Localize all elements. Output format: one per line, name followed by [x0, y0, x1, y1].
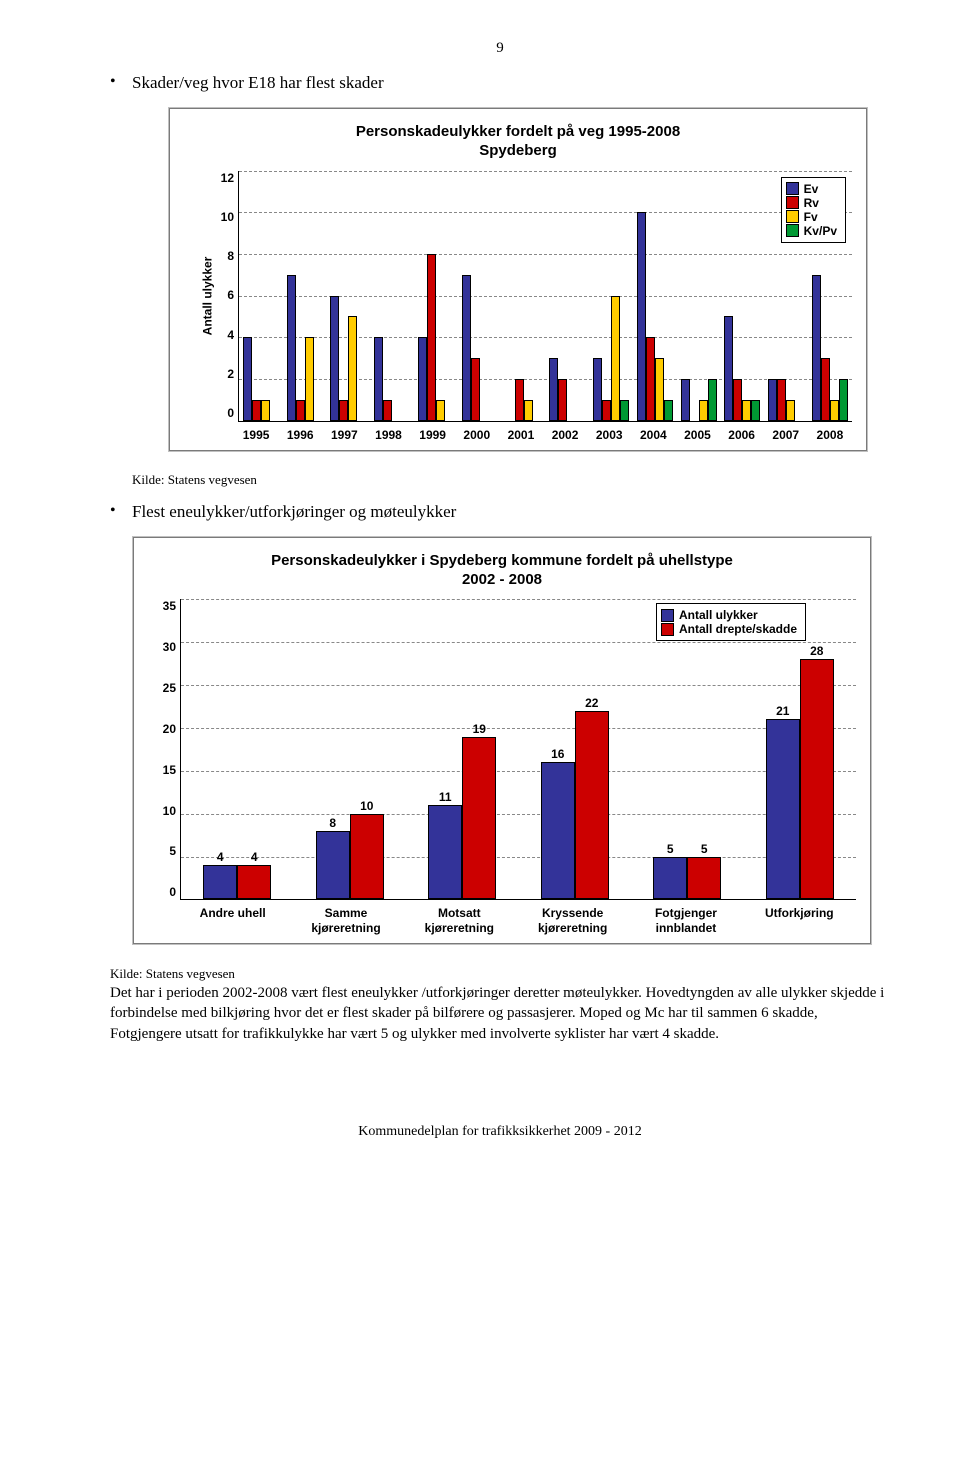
chart-1-legend: EvRvFvKv/Pv	[781, 177, 846, 243]
chart-2-yaxis: 35302520151050	[148, 599, 180, 899]
bullet-2: Flest eneulykker/utforkjøringer og møteu…	[132, 502, 456, 521]
chart-1-xaxis: 1995199619971998199920002001200220032004…	[184, 428, 852, 442]
chart-1-title: Personskadeulykker fordelt på veg 1995-2…	[184, 123, 852, 161]
chart-2-source: Kilde: Statens vegvesen	[110, 966, 235, 981]
chart-1: Personskadeulykker fordelt på veg 1995-2…	[168, 107, 868, 452]
page: 9 Skader/veg hvor E18 har flest skader P…	[0, 0, 960, 1190]
page-number: 9	[110, 40, 890, 57]
chart-1-ylabel: Antall ulykker	[201, 257, 215, 336]
chart-1-source: Kilde: Statens vegvesen	[132, 472, 890, 488]
chart-2-plot: Antall ulykkerAntall drepte/skadde 44810…	[180, 599, 856, 900]
bullet-1: Skader/veg hvor E18 har flest skader	[132, 73, 384, 92]
body-paragraph: Kilde: Statens vegvesen Det har i period…	[110, 965, 890, 1044]
chart-2-title: Personskadeulykker i Spydeberg kommune f…	[148, 552, 856, 590]
chart-1-plot: EvRvFvKv/Pv	[238, 171, 852, 422]
chart-2: Personskadeulykker i Spydeberg kommune f…	[132, 536, 872, 945]
chart-2-xaxis: Andre uhellSammekjøreretningMotsattkjøre…	[148, 906, 856, 935]
body-text: Det har i perioden 2002-2008 vært flest …	[110, 985, 884, 1042]
chart-2-legend: Antall ulykkerAntall drepte/skadde	[656, 603, 806, 641]
footer: Kommunedelplan for trafikksikkerhet 2009…	[110, 1124, 890, 1140]
